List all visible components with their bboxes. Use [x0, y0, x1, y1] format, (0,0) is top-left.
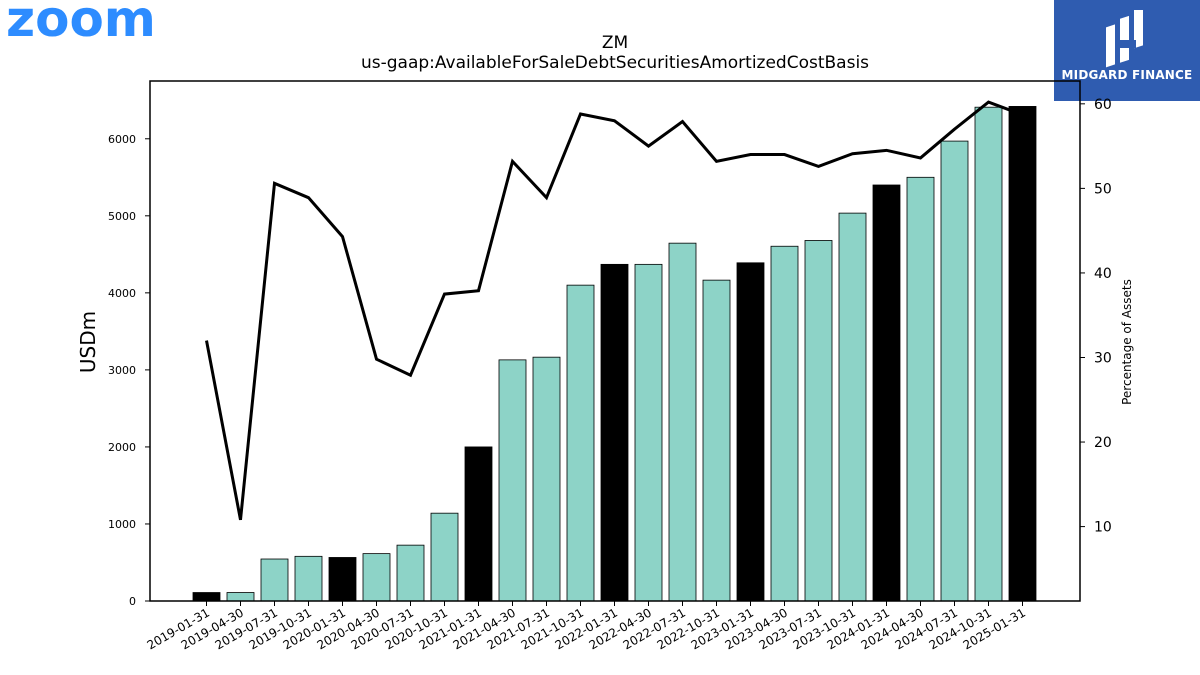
bar — [294, 555, 323, 602]
chart-subtitle: us-gaap:AvailableForSaleDebtSecuritiesAm… — [361, 53, 869, 73]
bar — [396, 544, 425, 602]
y2-tick-label: 60 — [1094, 97, 1112, 113]
y2-tick-label: 40 — [1094, 266, 1112, 282]
y-axis-label: USDm — [76, 311, 100, 373]
bar — [702, 279, 731, 602]
bar — [192, 592, 221, 602]
y-tick-label: 6000 — [108, 133, 136, 146]
y2-tick-label: 50 — [1094, 181, 1112, 197]
y-tick-label: 2000 — [108, 441, 136, 454]
y-tick-label: 0 — [129, 595, 136, 608]
bar — [600, 263, 629, 602]
bar — [634, 263, 663, 602]
bar — [328, 557, 357, 602]
bar — [498, 359, 527, 602]
bar — [362, 553, 391, 602]
bar — [804, 240, 833, 602]
midgard-mark-icon — [1106, 10, 1143, 68]
y2-axis-label: Percentage of Assets — [1120, 279, 1134, 405]
bar — [940, 140, 969, 602]
bar — [226, 592, 255, 602]
y-tick-label: 5000 — [108, 210, 136, 223]
bar — [974, 106, 1003, 602]
bar — [770, 245, 799, 602]
bar — [736, 262, 765, 602]
zoom-logo: zoom — [6, 0, 156, 48]
chart-title: ZM — [602, 33, 628, 53]
bar — [838, 212, 867, 602]
y-tick-label: 3000 — [108, 364, 136, 377]
bar — [430, 512, 459, 602]
y2-tick-label: 10 — [1094, 520, 1112, 536]
bar — [260, 558, 289, 602]
y-tick-label: 1000 — [108, 518, 136, 531]
y-tick-label: 4000 — [108, 287, 136, 300]
midgard-finance-logo: MIDGARD FINANCE — [1054, 0, 1200, 101]
bar — [872, 184, 901, 602]
y2-tick-label: 30 — [1094, 350, 1112, 366]
bar — [566, 284, 595, 602]
brand-name: MIDGARD FINANCE — [1061, 68, 1193, 82]
bar — [1008, 106, 1037, 602]
bar — [464, 446, 493, 602]
bar — [668, 242, 697, 602]
bar — [532, 356, 561, 602]
y2-tick-label: 20 — [1094, 435, 1112, 451]
bar — [906, 176, 935, 602]
percentage-line — [205, 100, 1024, 521]
